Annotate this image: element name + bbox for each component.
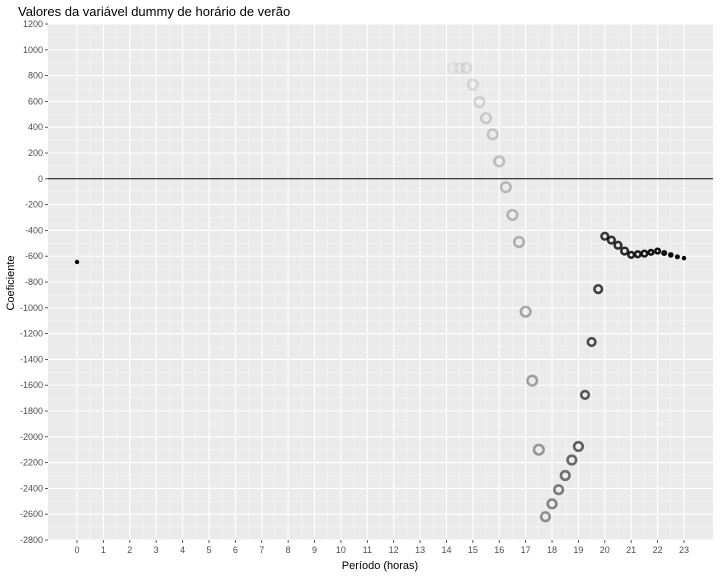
data-point: [661, 249, 668, 256]
y-tick-label: 0: [38, 174, 43, 184]
x-tick-label: 12: [389, 545, 399, 555]
data-point: [566, 454, 578, 466]
data-point: [473, 95, 486, 109]
y-tick-label: -2000: [20, 432, 43, 442]
y-tick-label: -2200: [20, 458, 43, 468]
data-point: [446, 61, 460, 74]
x-tick-label: 21: [626, 545, 636, 555]
data-point: [681, 255, 687, 261]
data-point: [512, 235, 526, 249]
x-tick-label: 2: [127, 545, 132, 555]
y-tick-label: 1000: [23, 45, 43, 55]
y-tick-label: -2800: [20, 535, 43, 545]
data-point: [546, 498, 558, 510]
x-tick-label: 11: [363, 545, 372, 555]
y-tick-label: -1400: [20, 354, 43, 364]
x-tick-label: 1: [101, 545, 106, 555]
y-axis-label: Coeficiente: [5, 255, 17, 310]
y-tick-label: 600: [28, 96, 43, 106]
data-point: [506, 208, 519, 222]
x-tick-label: 8: [286, 545, 291, 555]
x-tick-label: 10: [336, 545, 346, 555]
x-tick-label: 9: [312, 545, 317, 555]
data-point: [559, 469, 571, 482]
data-point: [466, 78, 479, 91]
data-point: [532, 443, 545, 456]
y-tick-label: -800: [25, 277, 43, 287]
y-tick-label: 200: [28, 148, 43, 158]
data-point: [667, 252, 674, 258]
x-tick-label: 16: [494, 545, 504, 555]
x-axis: 0 1 2 3 4 5 6 7 8 9 10 11 12 13 14 15 16 17 18 19 20 21 22 23: [75, 540, 689, 555]
y-tick-label: 1200: [23, 19, 43, 29]
x-tick-label: 18: [547, 545, 557, 555]
x-axis-label: Período (horas): [342, 560, 418, 572]
data-point: [640, 249, 649, 258]
x-tick-label: 7: [259, 545, 264, 555]
data-points: [74, 61, 687, 523]
chart-title: Valores da variável dummy de horário de …: [18, 4, 290, 19]
data-point: [519, 305, 532, 318]
y-tick-label: -400: [25, 225, 43, 235]
x-tick-label: 14: [441, 545, 451, 555]
data-point: [600, 231, 610, 241]
data-point: [586, 336, 597, 348]
y-tick-label: -200: [25, 200, 43, 210]
y-tick-label: 800: [28, 71, 43, 81]
y-tick-label: -1000: [20, 303, 43, 313]
data-point: [653, 247, 662, 255]
major-gridlines: [48, 23, 713, 541]
x-tick-label: 15: [468, 545, 478, 555]
x-tick-label: 13: [415, 545, 425, 555]
x-tick-label: 22: [653, 545, 663, 555]
y-tick-label: -1800: [20, 406, 43, 416]
data-point: [613, 240, 623, 250]
data-point: [572, 440, 585, 453]
y-tick-label: -600: [25, 251, 43, 261]
data-point: [606, 235, 617, 245]
data-point: [579, 389, 591, 400]
data-point: [499, 181, 512, 194]
data-point: [493, 155, 506, 168]
data-point: [647, 248, 655, 256]
data-point: [486, 128, 499, 141]
y-tick-label: -2600: [20, 509, 43, 519]
x-tick-label: 0: [75, 545, 80, 555]
data-point: [539, 511, 552, 523]
data-point: [526, 374, 539, 387]
x-tick-label: 6: [233, 545, 238, 555]
y-tick-label: 400: [28, 122, 43, 132]
x-tick-label: 5: [206, 545, 211, 555]
y-axis: -2800-2600-2400-2200-2000-1800-1600-1400…: [20, 19, 48, 545]
data-point: [479, 112, 493, 125]
data-point: [674, 254, 680, 260]
x-tick-label: 17: [521, 545, 531, 555]
x-tick-label: 23: [679, 545, 689, 555]
x-tick-label: 3: [154, 545, 159, 555]
y-tick-label: -2400: [20, 483, 43, 493]
data-point: [553, 484, 565, 496]
x-tick-label: 19: [573, 545, 583, 555]
data-point: [453, 61, 466, 74]
y-tick-label: -1200: [20, 329, 43, 339]
x-tick-label: 20: [600, 545, 610, 555]
y-tick-label: -1600: [20, 380, 43, 390]
data-point: [460, 61, 473, 74]
data-point: [74, 259, 80, 265]
data-point: [593, 283, 604, 295]
data-point: [619, 246, 630, 256]
x-tick-label: 4: [180, 545, 185, 555]
